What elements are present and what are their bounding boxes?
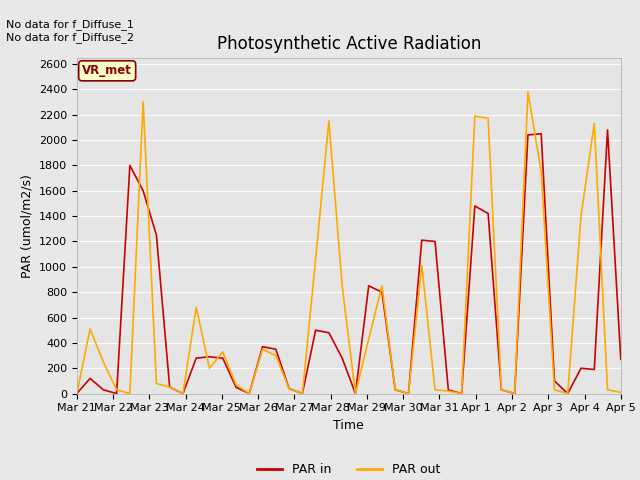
Text: VR_met: VR_met	[82, 64, 132, 77]
Y-axis label: PAR (umol/m2/s): PAR (umol/m2/s)	[20, 174, 33, 277]
Text: No data for f_Diffuse_1
No data for f_Diffuse_2: No data for f_Diffuse_1 No data for f_Di…	[6, 19, 134, 43]
X-axis label: Time: Time	[333, 419, 364, 432]
Legend: PAR in, PAR out: PAR in, PAR out	[252, 458, 445, 480]
Title: Photosynthetic Active Radiation: Photosynthetic Active Radiation	[216, 35, 481, 53]
